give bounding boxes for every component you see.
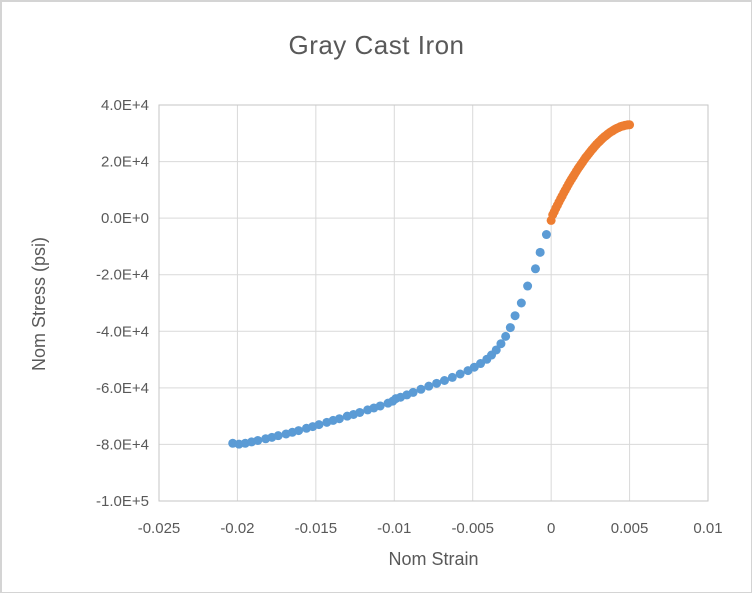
x-tick-label: -0.025	[138, 520, 181, 537]
y-tick-label: 2.0E+4	[101, 154, 149, 171]
data-point	[530, 264, 540, 274]
data-point	[523, 281, 533, 291]
data-point	[439, 376, 449, 386]
data-point	[408, 387, 418, 397]
data-point	[501, 331, 511, 341]
data-point	[253, 435, 263, 445]
data-point	[496, 339, 506, 349]
data-point	[510, 311, 520, 321]
series-tension	[546, 120, 635, 225]
y-tick-label: 0.0E+0	[101, 210, 149, 227]
x-axis-title: Nom Strain	[388, 549, 479, 569]
data-point	[355, 407, 365, 417]
chart-title: Gray Cast Iron	[288, 30, 465, 60]
data-point	[424, 381, 434, 391]
data-point	[416, 384, 426, 394]
x-tick-label: 0	[547, 520, 555, 537]
x-tick-label: -0.01	[377, 520, 411, 537]
data-point	[334, 414, 344, 424]
y-tick-label: 4.0E+4	[101, 97, 149, 114]
data-point	[535, 247, 545, 257]
data-point	[273, 431, 283, 441]
y-tick-labels: 4.0E+4 2.0E+4 0.0E+0 -2.0E+4 -4.0E+4 -6.0E+4 -…	[96, 97, 149, 510]
x-tick-label: 0.01	[693, 520, 722, 537]
data-point	[491, 345, 501, 355]
data-point	[455, 369, 465, 379]
x-tick-label: -0.02	[220, 520, 254, 537]
data-point	[294, 426, 304, 436]
series-compression	[228, 230, 551, 449]
data-point	[625, 120, 635, 130]
x-tick-label: -0.015	[295, 520, 338, 537]
data-point	[541, 230, 551, 240]
data-point	[432, 378, 442, 388]
x-tick-labels: -0.025 -0.02 -0.015 -0.01 -0.005 0 0.005 0.01	[138, 520, 723, 537]
y-tick-label: -8.0E+4	[96, 436, 149, 453]
plot-border	[158, 104, 709, 502]
data-point	[447, 372, 457, 382]
data-point	[375, 401, 385, 411]
x-tick-label: 0.005	[611, 520, 649, 537]
y-tick-label: -6.0E+4	[96, 380, 149, 397]
y-tick-label: -2.0E+4	[96, 267, 149, 284]
data-point	[314, 420, 324, 430]
data-point	[516, 298, 526, 308]
data-point	[505, 323, 515, 333]
x-tick-label: -0.005	[451, 520, 494, 537]
y-tick-label: -1.0E+5	[96, 493, 149, 510]
y-tick-label: -4.0E+4	[96, 323, 149, 340]
